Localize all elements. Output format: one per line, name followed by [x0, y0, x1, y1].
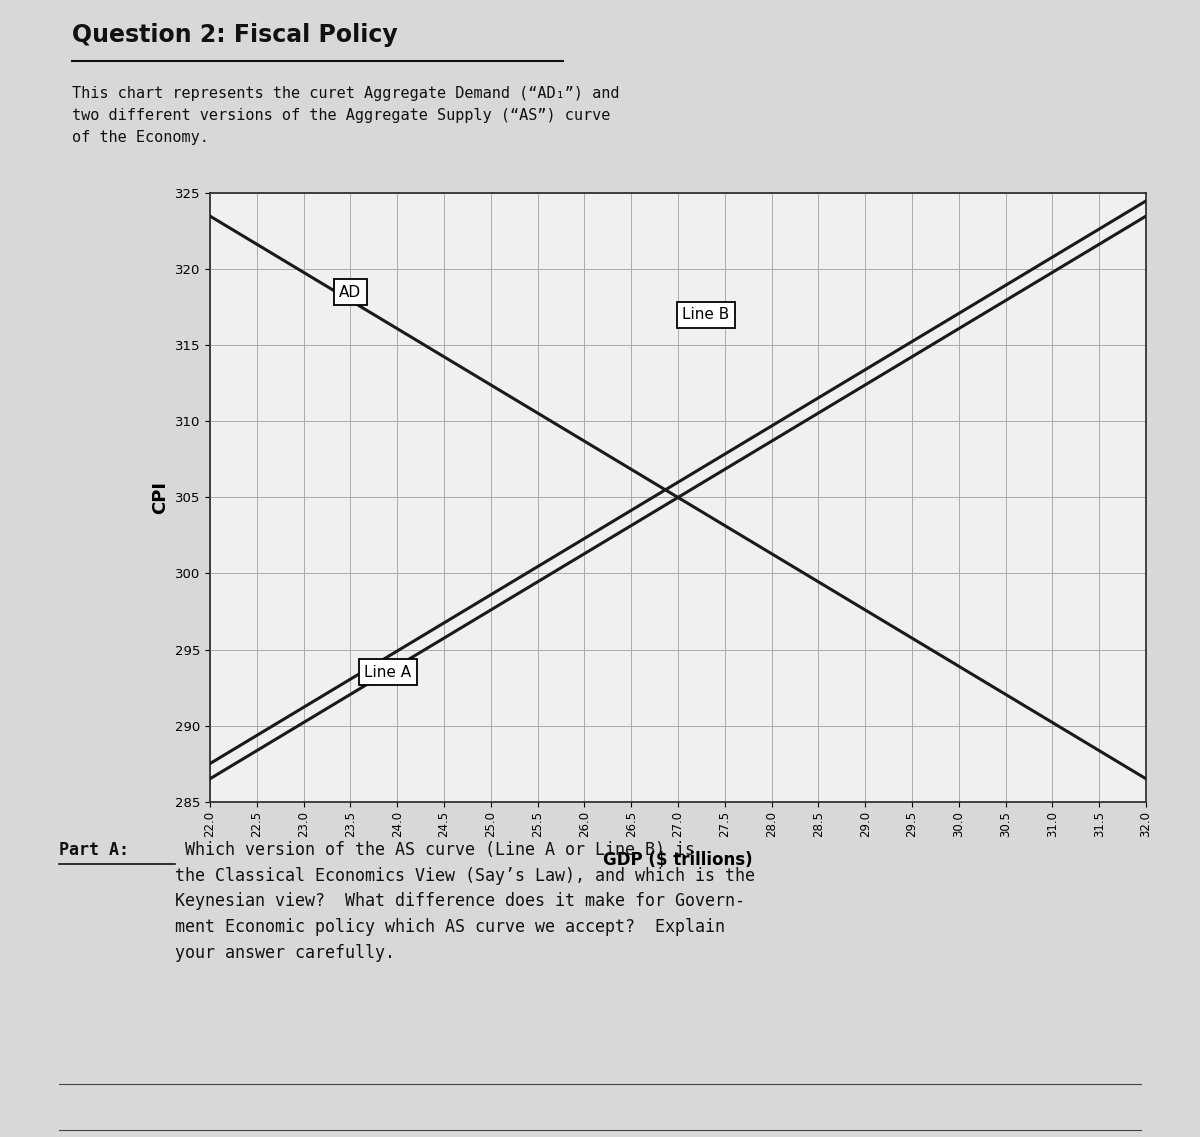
Text: Part A:: Part A: [59, 841, 130, 858]
X-axis label: GDP ($ trillions): GDP ($ trillions) [604, 852, 752, 870]
Text: AD: AD [340, 284, 361, 300]
Text: Line B: Line B [683, 307, 730, 323]
Text: Which version of the AS curve (Line A or Line B) is
the Classical Economics View: Which version of the AS curve (Line A or… [175, 841, 755, 962]
Text: Line A: Line A [365, 665, 412, 680]
Y-axis label: CPI: CPI [151, 481, 169, 514]
Text: This chart represents the curet Aggregate Demand (“AD₁”) and
two different versi: This chart represents the curet Aggregat… [72, 86, 619, 144]
Text: Question 2: Fiscal Policy: Question 2: Fiscal Policy [72, 23, 397, 47]
